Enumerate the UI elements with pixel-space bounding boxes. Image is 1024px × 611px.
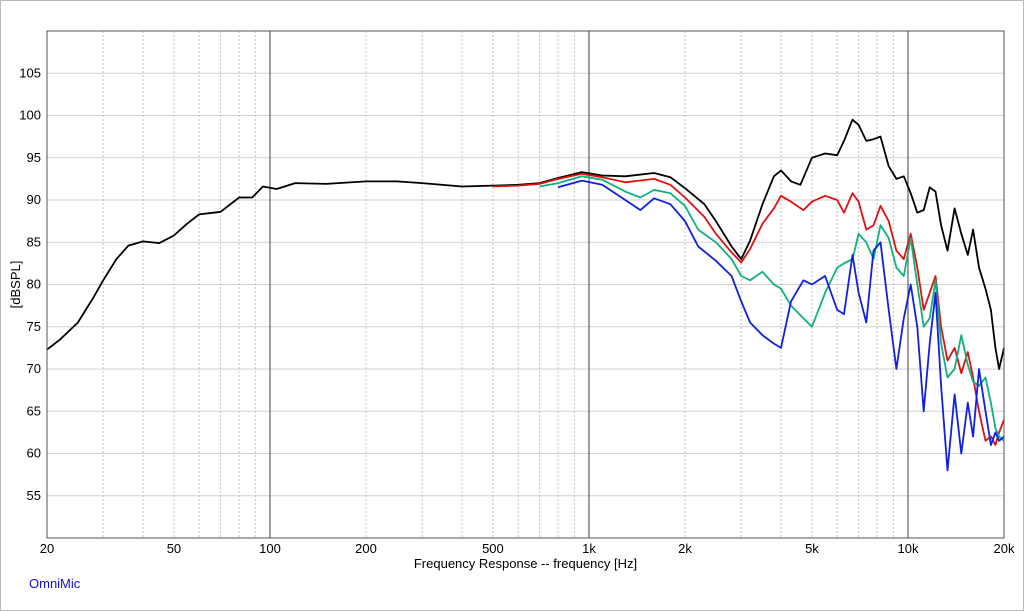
y-tick-label: 80 [27,277,41,292]
x-tick-label: 1k [582,541,596,556]
y-axis-title: [dBSPL] [8,261,23,309]
series-line-3 [539,175,1005,442]
y-tick-label: 65 [27,403,41,418]
x-axis-title: Frequency Response -- frequency [Hz] [414,556,637,571]
y-tick-label: 105 [19,65,41,80]
x-tick-label: 20 [40,541,54,556]
series-layer [46,118,1005,472]
y-tick-label: 95 [27,150,41,165]
tick-labels: 55 60 65 70 75 80 85 90 95 100 105 20 50 100 200 500 1k 2… [19,65,1015,556]
brand-label: OmniMic [29,576,81,591]
y-tick-label: 85 [27,234,41,249]
x-tick-label: 100 [259,541,281,556]
x-tick-label: 5k [805,541,819,556]
y-tick-label: 100 [19,108,41,123]
x-tick-label: 50 [167,541,181,556]
x-tick-label: 500 [482,541,504,556]
series-line-2 [492,172,1005,446]
series-line-4 [557,179,1005,472]
grid-lines [47,31,1004,538]
plot-area-border [46,30,1005,539]
y-tick-label: 55 [27,488,41,503]
y-tick-label: 75 [27,319,41,334]
x-tick-label: 2k [678,541,692,556]
y-tick-label: 90 [27,192,41,207]
x-tick-label: 200 [355,541,377,556]
y-tick-label: 60 [27,446,41,461]
y-tick-label: 70 [27,361,41,376]
x-tick-label: 20k [994,541,1015,556]
series-line-1 [46,118,1005,370]
x-tick-label: 10k [897,541,918,556]
